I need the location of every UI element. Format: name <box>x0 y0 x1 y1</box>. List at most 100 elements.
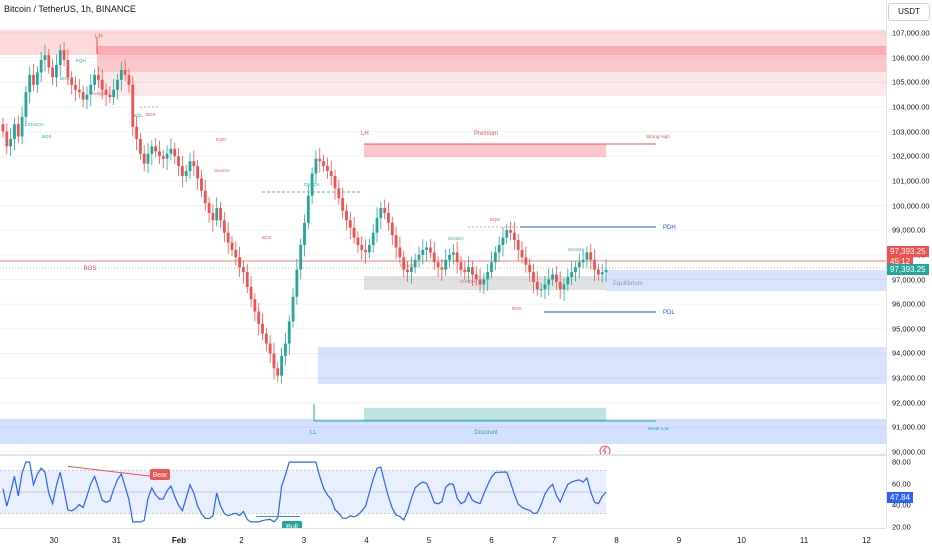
candle-body <box>406 269 409 273</box>
candle-body <box>356 237 360 245</box>
candle-body <box>154 146 158 152</box>
time-tick: 12 <box>862 536 871 545</box>
candle-body <box>97 74 100 80</box>
candle-body <box>116 79 119 90</box>
structure-label: CHoCH <box>400 263 416 268</box>
time-tick: 6 <box>489 536 494 545</box>
lh-label: LH <box>361 131 369 137</box>
price-tick: 103,000.00 <box>892 127 930 137</box>
candle-body <box>211 212 215 221</box>
candle-body <box>16 124 20 137</box>
candle-body <box>513 232 516 241</box>
price-tick: 105,000.00 <box>892 77 930 87</box>
candle-body <box>547 279 551 285</box>
candle-body <box>524 257 528 265</box>
candle-body <box>226 232 230 243</box>
time-tick: 9 <box>676 536 682 545</box>
candle-body <box>77 89 81 93</box>
candle-body <box>478 279 482 285</box>
order-block-bearish-lower <box>97 72 886 96</box>
order-block-bullish-right <box>606 270 886 291</box>
time-tick: 4 <box>364 536 369 545</box>
candle-body <box>551 274 554 280</box>
candle-body <box>89 84 93 95</box>
candle-body <box>93 74 96 85</box>
candle-body <box>394 235 398 248</box>
candle-body <box>230 242 234 250</box>
candle-body <box>13 124 16 139</box>
candle-body <box>253 299 257 312</box>
candle-body <box>280 355 284 376</box>
time-axis[interactable]: 30 31 Feb 2 3 4 5 6 7 8 9 10 11 12 <box>0 528 886 551</box>
price-tick: 94,000.00 <box>892 348 926 358</box>
order-block-bearish <box>97 46 886 72</box>
candle-body <box>558 281 562 290</box>
candle-body <box>200 178 203 191</box>
structure-label: BOS <box>146 112 156 117</box>
equilibrium-label: Equilibrium <box>613 281 643 287</box>
time-tick: 30 <box>49 536 59 545</box>
lightning-icon <box>599 445 611 454</box>
candle-body <box>138 138 142 154</box>
discount-zone-bottom <box>0 419 886 444</box>
rsi-tick: 80.00 <box>892 457 911 467</box>
price-tick: 101,000.00 <box>892 176 930 186</box>
weak-low-label: Weak Low <box>648 426 670 431</box>
structure-label: EQH <box>490 217 500 222</box>
pdl-label: PDL <box>663 310 675 316</box>
candle-body <box>387 212 390 223</box>
candle-body <box>299 244 303 270</box>
rsi-line <box>2 461 607 523</box>
price-chart[interactable]: LH LH Premium Strong High PDH PDL Equilibrium L… <box>0 0 886 454</box>
price-tick: 90,000.00 <box>892 447 926 457</box>
candle-body <box>43 55 47 61</box>
candle-body <box>352 227 356 238</box>
candle-body <box>20 116 24 137</box>
candle-body <box>5 131 9 147</box>
price-tick: 92,000.00 <box>892 398 926 408</box>
candle-body <box>55 65 58 78</box>
candle-body <box>158 151 161 157</box>
pane-separator[interactable] <box>0 454 932 456</box>
price-tick: 102,000.00 <box>892 151 930 161</box>
candle-body <box>306 195 310 223</box>
candle-body <box>417 254 421 260</box>
candle-body <box>333 175 337 189</box>
candle-body <box>112 89 116 98</box>
rsi-tick: 60.00 <box>892 479 911 488</box>
candle-body <box>505 230 509 238</box>
premium-label: Premium <box>474 131 498 137</box>
candle-body <box>85 94 89 100</box>
time-tick: 8 <box>614 536 619 545</box>
candle-body <box>70 77 74 85</box>
lightning-bolt <box>602 446 607 454</box>
candle-body <box>348 220 352 228</box>
structure-label: BOS <box>512 306 522 311</box>
price-tick: 97,000.00 <box>892 275 926 284</box>
candle-body <box>238 257 242 268</box>
candle-body <box>593 259 596 270</box>
candle-body <box>402 257 406 270</box>
price-tick: 95,000.00 <box>892 324 926 334</box>
candle-body <box>562 284 566 290</box>
candle-body <box>261 323 264 334</box>
structure-label: BOS <box>42 134 52 139</box>
currency-selector[interactable]: USDT <box>888 3 930 21</box>
rsi-panel[interactable]: Bear Bull <box>0 456 886 528</box>
structure-label: CHoCH <box>568 247 584 252</box>
candle-body <box>108 94 112 98</box>
time-tick: 2 <box>239 536 244 545</box>
candle-body <box>207 203 211 213</box>
candle-body <box>119 69 123 80</box>
candle-body <box>318 158 322 162</box>
candle-body <box>520 249 524 258</box>
candle-body <box>371 232 375 245</box>
candle-body <box>345 210 348 221</box>
candle-body <box>493 252 497 263</box>
candle-body <box>135 126 138 139</box>
bar-countdown-label: 45:12 <box>887 256 914 267</box>
candle-body <box>486 272 490 280</box>
symbol-title[interactable]: Bitcoin / TetherUS, 1h, BINANCE <box>4 4 136 14</box>
candle-body <box>497 244 501 253</box>
structure-label: EQL <box>134 113 144 118</box>
